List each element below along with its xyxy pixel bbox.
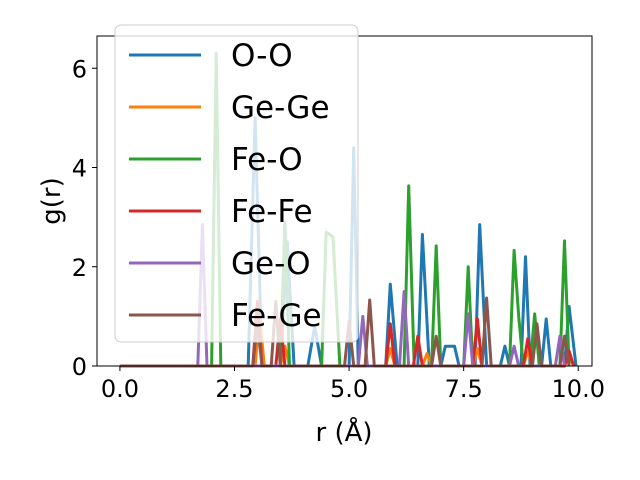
y-axis-ticks: 0 2 4 6 [72,55,97,381]
x-axis-label: r (Å) [315,416,372,448]
legend-label-ge-o: Ge-O [231,246,311,282]
legend: O-O Ge-Ge Fe-O Fe-Fe Ge-O Fe-Ge [114,24,359,343]
legend-label-fe-ge: Fe-Ge [231,298,322,334]
y-tick-label: 2 [72,254,87,282]
x-tick-label: 7.5 [445,375,483,403]
y-tick-label: 4 [72,155,87,183]
x-tick-label: 2.5 [215,375,253,403]
x-axis-ticks: 0.0 2.5 5.0 7.5 10.0 [101,366,605,403]
legend-label-o-o: O-O [231,38,293,74]
x-tick-label: 10.0 [552,375,605,403]
legend-label-ge-ge: Ge-Ge [231,90,330,126]
y-axis-label: g(r) [37,177,67,224]
legend-label-fe-o: Fe-O [231,142,303,178]
y-tick-label: 0 [72,353,87,381]
legend-label-fe-fe: Fe-Fe [231,194,313,230]
y-tick-label: 6 [72,55,87,83]
x-tick-label: 0.0 [101,375,139,403]
x-tick-label: 5.0 [330,375,368,403]
